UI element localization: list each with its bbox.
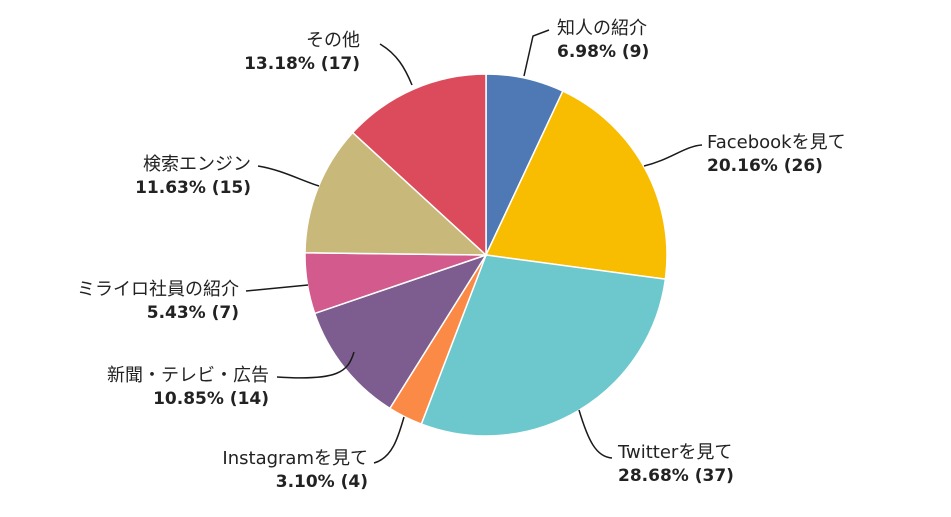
- slice-label-knowledge: 知人の紹介: [557, 18, 647, 39]
- leader-line-newspaper: [276, 351, 355, 379]
- slice-value-knowledge: 6.98% (9): [557, 42, 649, 62]
- leader-line-knowledge: [523, 29, 550, 77]
- leader-line-instagram: [373, 416, 405, 464]
- slice-label-facebook: Facebookを見て: [707, 132, 846, 153]
- slice-label-twitter: Twitterを見て: [617, 442, 732, 463]
- leader-line-other: [379, 43, 413, 86]
- leader-line-facebook: [643, 144, 703, 167]
- leader-line-twitter: [578, 409, 613, 459]
- pie-slice-search: [304, 131, 488, 256]
- slice-value-facebook: 20.16% (26): [707, 156, 823, 176]
- pie-slice-newspaper: [313, 253, 488, 410]
- slice-label-staff: ミライロ社員の紹介: [77, 279, 239, 300]
- slice-value-instagram: 3.10% (4): [276, 472, 368, 492]
- leader-line-staff: [245, 284, 309, 292]
- pie-slice-other: [351, 73, 487, 257]
- slice-label-newspaper: 新聞・テレビ・広告: [107, 365, 269, 386]
- slice-label-other: その他: [306, 30, 360, 51]
- slice-value-other: 13.18% (17): [244, 54, 360, 74]
- pie-slice-facebook: [484, 90, 668, 281]
- slice-value-staff: 5.43% (7): [147, 303, 239, 323]
- leader-line-search: [257, 165, 320, 187]
- slice-value-search: 11.63% (15): [135, 178, 251, 198]
- slice-label-instagram: Instagramを見て: [222, 448, 368, 469]
- pie-slice-twitter: [420, 254, 667, 437]
- slice-value-twitter: 28.68% (37): [618, 466, 734, 486]
- leader-lines: [245, 29, 703, 464]
- slice-label-search: 検索エンジン: [143, 154, 251, 175]
- slice-labels: 知人の紹介 6.98% (9) Facebookを見て 20.16% (26) Twit…: [77, 18, 846, 492]
- slice-value-newspaper: 10.85% (14): [153, 389, 269, 409]
- pie-slices: [304, 73, 668, 437]
